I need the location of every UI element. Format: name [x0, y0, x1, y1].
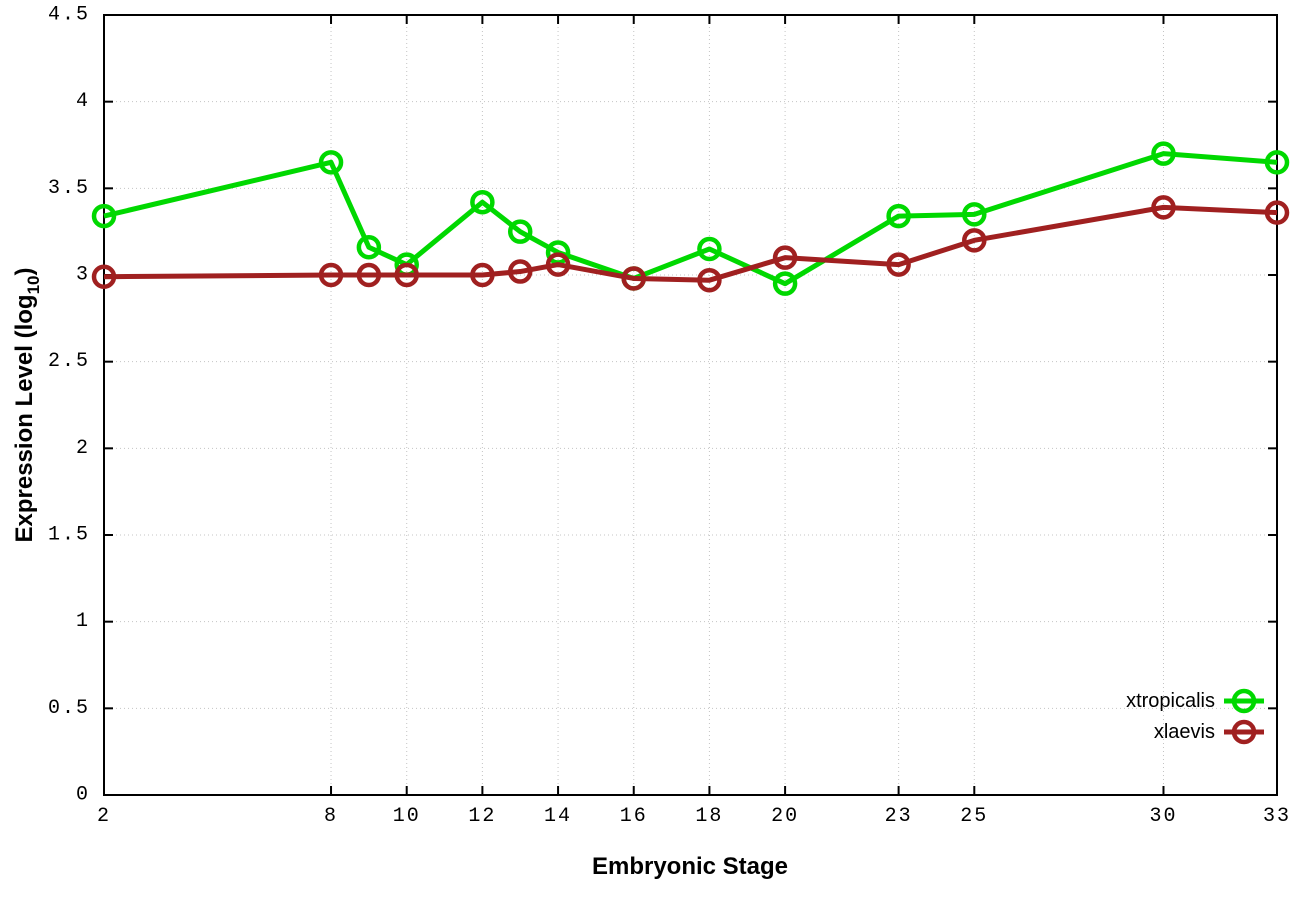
data-point-marker-xtropicalis — [697, 236, 722, 262]
y-tick-label: 1.5 — [48, 524, 90, 547]
data-point-marker-xlaevis — [772, 245, 798, 270]
data-point-marker-xlaevis — [886, 252, 911, 277]
data-point-marker-xtropicalis — [507, 219, 533, 244]
legend-label: xtropicalis — [1126, 690, 1215, 712]
x-tick-label: 2 — [97, 805, 111, 828]
legend-entry-xlaevis: xlaevis — [1154, 719, 1264, 745]
data-point-marker-xlaevis — [621, 266, 646, 291]
y-tick-label: 1 — [76, 610, 90, 633]
x-tick-label: 16 — [620, 805, 648, 828]
x-tick-label: 14 — [544, 805, 572, 828]
y-tick-label: 4 — [76, 90, 90, 113]
data-point-marker-xtropicalis — [772, 271, 798, 296]
y-tick-label: 2.5 — [48, 350, 90, 373]
axis-ticks — [103, 14, 1278, 796]
data-point-marker-xlaevis — [507, 259, 533, 284]
data-point-marker-xtropicalis — [1151, 141, 1176, 166]
legend: xtropicalis xlaevis — [1126, 688, 1264, 745]
legend-marker-icon — [1231, 719, 1257, 745]
y-tick-label: 4.5 — [48, 4, 90, 27]
legend-entry-xtropicalis: xtropicalis — [1126, 688, 1264, 714]
data-point-marker-xlaevis — [697, 267, 722, 293]
x-tick-label: 33 — [1263, 805, 1291, 828]
y-tick-label: 3.5 — [48, 177, 90, 200]
legend-marker-icon — [1231, 688, 1257, 714]
data-point-marker-xlaevis — [1151, 195, 1176, 220]
x-tick-label: 12 — [468, 805, 496, 828]
y-tick-label: 0 — [76, 784, 90, 807]
y-tick-label: 2 — [76, 437, 90, 460]
y-tick-label: 0.5 — [48, 697, 90, 720]
x-tick-label: 18 — [695, 805, 723, 828]
data-point-marker-xlaevis — [545, 252, 571, 277]
x-tick-label: 8 — [324, 805, 338, 828]
data-point-marker-xtropicalis — [962, 202, 987, 227]
series-line-xlaevis — [103, 204, 1278, 283]
data-point-marker-xlaevis — [91, 264, 117, 289]
legend-label: xlaevis — [1154, 721, 1215, 743]
y-axis-title: Expression Level (log10) — [11, 268, 43, 543]
data-point-marker-xtropicalis — [886, 203, 911, 229]
x-tick-label: 10 — [393, 805, 421, 828]
data-point-marker-xtropicalis — [318, 150, 344, 175]
data-point-marker-xtropicalis — [1264, 150, 1290, 175]
axis-tick-labels: 2 8 10 12 14 16 18 20 23 25 30 33 0 0.5 1 1.5 2 2.5 3 3.5 4 4… — [48, 4, 1291, 828]
data-point-marker-xlaevis — [318, 262, 344, 288]
data-point-marker-xtropicalis — [91, 203, 117, 229]
data-point-marker-xlaevis — [962, 228, 987, 253]
data-point-marker-xtropicalis — [356, 235, 382, 260]
data-point-marker-xlaevis — [356, 262, 382, 288]
data-series — [91, 141, 1290, 296]
data-point-marker-xlaevis — [394, 262, 419, 288]
data-point-marker-xtropicalis — [470, 189, 495, 215]
series-line-xtropicalis — [103, 151, 1278, 287]
y-tick-label: 3 — [76, 264, 90, 287]
x-tick-label: 20 — [771, 805, 799, 828]
x-axis-title: Embryonic Stage — [592, 853, 788, 880]
x-tick-label: 25 — [960, 805, 988, 828]
gridlines — [103, 14, 1278, 796]
data-point-marker-xlaevis — [470, 262, 495, 288]
x-tick-label: 23 — [885, 805, 913, 828]
plot-frame — [103, 14, 1278, 796]
plot-border — [103, 14, 1278, 796]
data-point-marker-xlaevis — [1264, 200, 1290, 225]
x-tick-label: 30 — [1149, 805, 1177, 828]
